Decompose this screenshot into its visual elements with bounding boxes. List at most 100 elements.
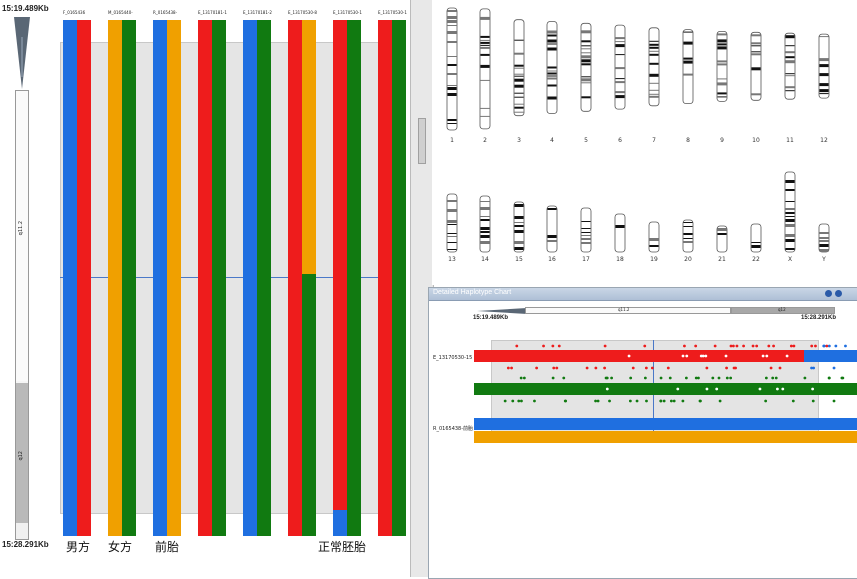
detail-band-q12: q12 [731,307,835,314]
chromosome-label: 12 [820,137,828,144]
chromosome-15[interactable] [513,201,525,253]
chromosome-14[interactable] [479,195,491,253]
haplotype-strand[interactable] [77,20,91,536]
chromosome-label: 10 [752,137,760,144]
chromosome-16[interactable] [546,205,558,253]
band-end [16,523,28,539]
chromosome-13[interactable] [446,193,458,253]
chromosome-3[interactable] [513,19,525,117]
chromosome-label: 3 [517,137,521,144]
chromosome-label: 16 [548,256,556,263]
haplotype-panel: 15:19.489Kb 15:28.291Kb q11.2 q12 F_0165… [0,0,420,577]
chromosome-label: X [788,256,792,263]
chromosome-label: 15 [515,256,523,263]
splitter-handle[interactable] [418,118,426,164]
sample-label: E_13170530-1 [333,10,362,15]
chromosome-10[interactable] [750,31,762,101]
chromosome-8[interactable] [682,29,694,105]
haplotype-strand[interactable] [122,20,136,536]
haplotype-strand[interactable] [288,20,302,536]
chromosome-label: 18 [616,256,624,263]
chromosome-label: 1 [450,137,454,144]
chromosome-label: 4 [550,137,554,144]
recombination-segment [302,274,316,536]
chromosome-18[interactable] [614,213,626,253]
haplotype-strand[interactable] [378,20,392,536]
haplotype-strand[interactable] [212,20,226,536]
chromosome-17[interactable] [580,207,592,253]
recombination-segment [333,510,347,536]
detail-band-label-right: q12 [778,307,786,312]
detail-titlebar[interactable]: Detailed Haplotype Chart [429,288,857,301]
detail-band-q11-2: q11.2 [525,307,731,314]
haplotype-strand[interactable] [347,20,361,536]
label-father: 男方 [66,540,91,554]
haplotype-strand[interactable] [153,20,167,536]
sample-label: F_0165436 [63,10,86,15]
chromosome-5[interactable] [580,22,592,112]
chromosome-4[interactable] [546,21,558,114]
detail-sample2-label: R_0165438-前胎 [433,426,474,432]
chromosome-label: 6 [618,137,622,144]
haplotype-strand[interactable] [333,20,347,536]
sample-label: E_13170181-2 [243,10,272,15]
label-mother: 女方 [108,540,133,554]
chromosome-label: 21 [718,256,726,263]
haplotype-strand[interactable] [63,20,77,536]
chromosome-Y[interactable] [818,223,830,253]
detail-track-red [474,350,804,362]
band-label-lower: q12 [18,451,24,461]
label-normal-embryo: 正常胚胎 [318,540,367,554]
chromosome-label: 17 [582,256,590,263]
chromosome-7[interactable] [648,27,660,107]
chromosome-1[interactable] [446,7,458,131]
chromosome-bar[interactable]: q11.2 q12 [15,90,29,540]
detail-coord-right: 15:28.291Kb [801,315,837,321]
haplotype-strand[interactable] [392,20,406,536]
chromosome-21[interactable] [716,225,728,253]
zoom-indicator-icon [14,17,30,89]
sample-label: E_13170530-8 [288,10,317,15]
chromosome-2[interactable] [479,8,491,130]
detailed-haplotype-window: Detailed Haplotype Chart 15:19.489Kb 15:… [428,287,857,579]
close-icon[interactable] [835,290,842,297]
chromosome-label: 8 [686,137,690,144]
chromosome-label: 13 [448,256,456,263]
chromosome-12[interactable] [818,33,830,99]
chromosome-label: 19 [650,256,658,263]
detail-coord-left: 15:19.489Kb [473,315,509,321]
detail-title: Detailed Haplotype Chart [433,289,512,296]
chromosome-label: 9 [720,137,724,144]
haplotype-strand[interactable] [243,20,257,536]
chromosome-label: Y [821,256,826,263]
detail-track-orange [474,431,857,443]
chromosome-11[interactable] [784,32,796,100]
haplotype-strand[interactable] [108,20,122,536]
chromosome-19[interactable] [648,221,660,253]
chromosome-20[interactable] [682,219,694,253]
haplotype-strand[interactable] [167,20,181,536]
detail-band-label-left: q11.2 [618,307,630,312]
minimize-icon[interactable] [825,290,832,297]
chromosome-22[interactable] [750,223,762,253]
band-label-upper: q11.2 [18,221,24,236]
chromosome-9[interactable] [716,30,728,102]
coord-bottom: 15:28.291Kb [2,540,49,549]
coord-top: 15:19.489Kb [2,4,49,13]
band-q11-2 [16,91,28,381]
chromosome-X[interactable] [784,171,796,253]
chromosome-label: 2 [483,137,487,144]
detail-track-red-blue-end [804,350,857,362]
band-q12 [16,383,28,523]
chromosome-6[interactable] [614,24,626,110]
detail-track-blue [474,418,857,430]
chromosome-label: 11 [786,137,794,144]
chromosome-label: 7 [652,137,656,144]
sample-label: E_13170530-1 [378,10,407,15]
detail-snp-dots [503,344,847,403]
haplotype-strand[interactable] [198,20,212,536]
chromosome-label: 20 [684,256,692,263]
sample-label: E_13170181-1 [198,10,227,15]
haplotype-strand[interactable] [257,20,271,536]
